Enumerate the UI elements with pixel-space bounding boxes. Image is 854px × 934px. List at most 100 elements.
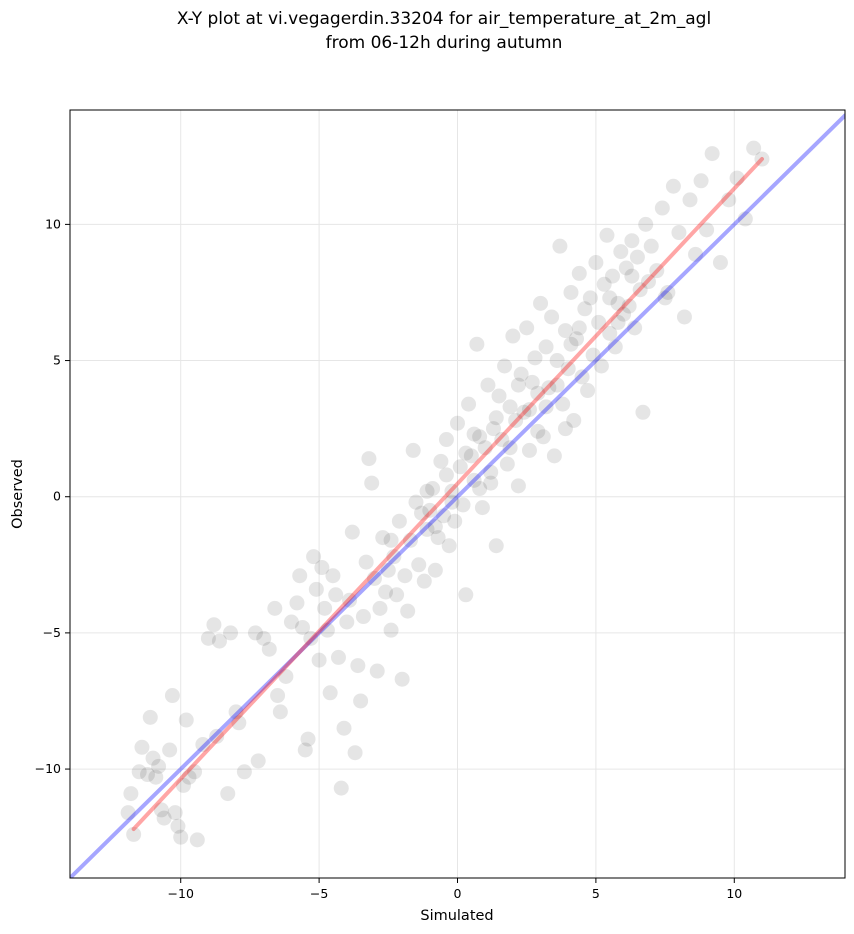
scatter-point	[466, 472, 482, 488]
scatter-point	[477, 440, 493, 456]
scatter-point	[688, 246, 704, 262]
scatter-point	[220, 786, 236, 802]
scatter-point	[569, 331, 585, 347]
scatter-point	[270, 688, 286, 704]
scatter-point	[483, 475, 499, 491]
scatter-point	[247, 625, 263, 641]
scatter-point	[519, 320, 535, 336]
scatter-point	[438, 432, 454, 448]
scatter-point	[319, 622, 335, 638]
y-tick-label: −5	[43, 625, 61, 640]
axis-ticks: −10 −5 0 5 10 −10 −5 0 5 10	[35, 216, 743, 901]
scatter-point	[699, 222, 715, 238]
scatter-point	[552, 238, 568, 254]
scatter-point	[588, 255, 604, 271]
scatter-point	[555, 396, 571, 412]
identity-line	[70, 113, 845, 878]
scatter-point	[627, 320, 643, 336]
scatter-point	[618, 260, 634, 276]
scatter-point	[527, 350, 543, 366]
scatter-point	[209, 728, 225, 744]
scatter-point	[436, 508, 452, 524]
scatter-point	[414, 505, 430, 521]
scatter-point	[549, 353, 565, 369]
scatter-point	[355, 609, 371, 625]
scatter-point	[195, 737, 211, 753]
scatter-point	[383, 622, 399, 638]
scatter-point	[616, 306, 632, 322]
scatter-point	[272, 704, 288, 720]
scatter-point	[187, 764, 203, 780]
reference-lines	[70, 113, 845, 878]
scatter-point	[386, 549, 402, 565]
scatter-point	[175, 777, 191, 793]
scatter-point	[593, 358, 609, 374]
scatter-point	[560, 361, 576, 377]
scatter-point	[223, 625, 239, 641]
scatter-point	[566, 412, 582, 428]
x-tick-label: 5	[592, 886, 600, 901]
scatter-point	[541, 380, 557, 396]
scatter-point	[447, 513, 463, 529]
scatter-point	[571, 265, 587, 281]
scatter-point	[605, 268, 620, 284]
scatter-point	[629, 249, 645, 265]
scatter-point	[397, 568, 413, 584]
scatter-point	[461, 396, 477, 412]
scatter-point	[472, 481, 488, 497]
scatter-point	[422, 502, 438, 518]
y-tick-label: 5	[53, 353, 61, 368]
scatter-point	[441, 538, 457, 554]
scatter-point	[737, 211, 753, 227]
scatter-point	[211, 633, 227, 649]
scatter-point	[505, 328, 521, 344]
scatter-point	[333, 780, 349, 796]
scatter-point	[516, 404, 532, 420]
scatter-point	[289, 595, 305, 611]
scatter-point	[231, 715, 247, 731]
scatter-point	[638, 216, 654, 232]
fit-line	[131, 157, 764, 831]
scatter-point	[488, 538, 504, 554]
scatter-point	[444, 483, 460, 499]
scatter-point	[580, 383, 596, 399]
scatter-point	[430, 530, 446, 546]
scatter-point	[563, 336, 579, 352]
scatter-point	[635, 404, 651, 420]
scatter-point	[297, 742, 313, 758]
scatter-point	[466, 426, 482, 442]
scatter-point	[278, 668, 294, 684]
scatter-point	[306, 549, 322, 565]
scatter-point	[665, 178, 681, 194]
scatter-point	[596, 276, 612, 292]
y-axis-label: Observed	[10, 459, 26, 529]
scatter-point	[530, 423, 546, 439]
scatter-point	[510, 478, 526, 494]
scatter-point	[380, 562, 396, 578]
x-tick-label: −5	[310, 886, 328, 901]
scatter-point	[444, 494, 460, 510]
scatter-point	[314, 560, 330, 576]
scatter-point	[654, 200, 670, 216]
scatter-point	[632, 282, 648, 298]
scatter-point	[162, 742, 178, 758]
scatter-point	[353, 693, 369, 709]
scatter-point	[458, 445, 474, 461]
scatter-point	[591, 314, 607, 330]
scatter-point	[480, 377, 496, 393]
scatter-point	[599, 227, 615, 243]
scatter-point	[643, 238, 659, 254]
scatter-point	[372, 600, 388, 616]
scatter-point	[438, 467, 454, 483]
grid	[70, 110, 845, 878]
scatter-point	[405, 442, 421, 458]
y-tick-label: 10	[45, 216, 61, 231]
scatter-point	[322, 685, 338, 701]
scatter-point	[300, 731, 316, 747]
scatter-point	[585, 347, 601, 363]
scatter-point	[342, 592, 358, 608]
scatter-point	[721, 192, 737, 208]
scatter-point	[256, 630, 272, 646]
scatter-point	[530, 385, 546, 401]
scatter-point	[660, 284, 676, 300]
